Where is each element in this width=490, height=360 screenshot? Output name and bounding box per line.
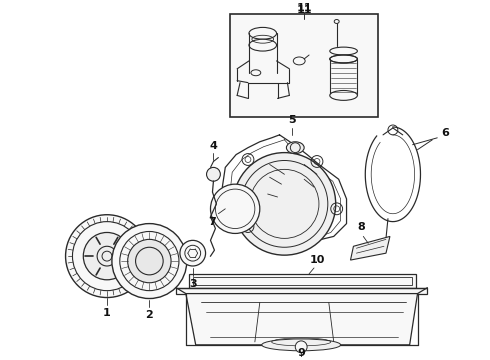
Ellipse shape (249, 27, 276, 39)
Circle shape (207, 167, 220, 181)
Text: 11: 11 (296, 5, 312, 15)
Circle shape (66, 215, 148, 297)
Text: 7: 7 (209, 217, 217, 227)
Ellipse shape (330, 55, 357, 63)
Text: 2: 2 (146, 310, 153, 320)
Text: 1: 1 (103, 308, 111, 318)
Ellipse shape (330, 47, 357, 55)
Text: 3: 3 (189, 279, 196, 289)
Text: 6: 6 (441, 128, 449, 138)
Ellipse shape (287, 142, 304, 154)
Text: 10: 10 (309, 255, 325, 265)
Circle shape (233, 153, 336, 255)
Text: 9: 9 (297, 348, 305, 358)
Ellipse shape (330, 90, 357, 100)
Text: 11: 11 (296, 3, 312, 13)
Circle shape (128, 239, 171, 283)
Text: 5: 5 (289, 115, 296, 125)
Polygon shape (186, 294, 417, 345)
Circle shape (211, 184, 260, 233)
Bar (189, 274, 416, 288)
Polygon shape (176, 288, 427, 294)
Circle shape (295, 341, 307, 353)
Circle shape (73, 222, 142, 291)
Polygon shape (350, 237, 390, 260)
Text: 4: 4 (210, 141, 218, 151)
Bar (230, 14, 378, 117)
Circle shape (83, 233, 131, 280)
Text: 8: 8 (358, 221, 365, 231)
Bar (193, 277, 412, 285)
Circle shape (112, 224, 187, 298)
Ellipse shape (262, 339, 341, 351)
Circle shape (180, 240, 206, 266)
Ellipse shape (249, 39, 276, 51)
Ellipse shape (334, 19, 339, 23)
